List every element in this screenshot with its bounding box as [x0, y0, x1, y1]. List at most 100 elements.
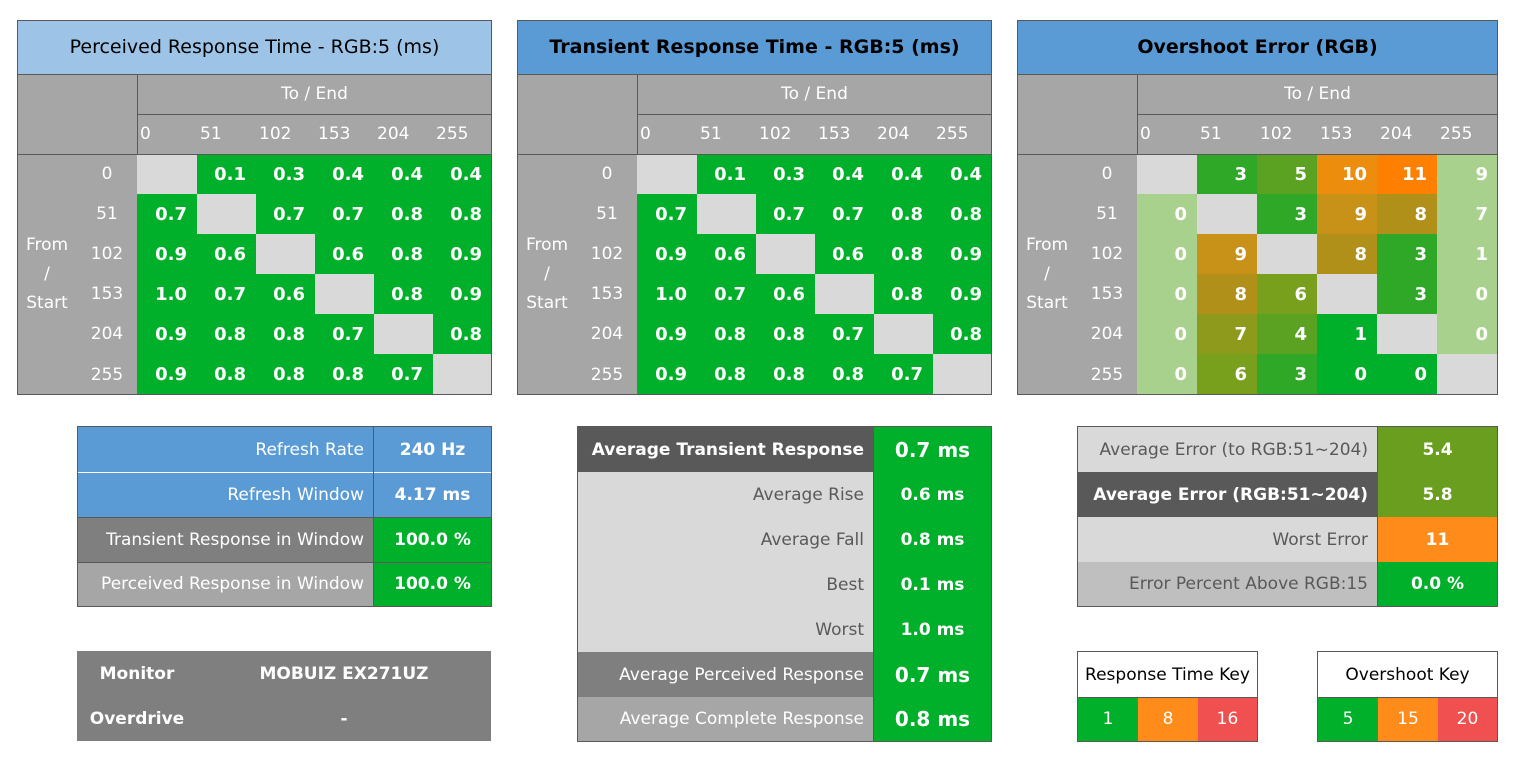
- overshoot-cell-r2-c2: [1257, 234, 1317, 274]
- averages-panel: Average Transient Response 0.7 ms Averag…: [577, 426, 992, 742]
- col-header-51: 51: [697, 114, 756, 154]
- slash-text: /: [544, 264, 550, 284]
- divider: [1137, 74, 1138, 154]
- transient-cell-r0-c0: [637, 154, 697, 194]
- overshoot-cell-r3-c2: 6: [1257, 274, 1317, 314]
- response-key-title: Response Time Key: [1078, 652, 1257, 697]
- overshoot-from-start-label: From / Start: [1017, 154, 1077, 395]
- perceived-cell-r4-c2: 0.8: [256, 314, 315, 354]
- transient-cell-r1-c5: 0.8: [933, 194, 992, 234]
- worst-label: Worst: [578, 607, 874, 652]
- col-header-0: 0: [1137, 114, 1197, 154]
- error-percent-label: Error Percent Above RGB:15: [1078, 562, 1378, 606]
- row-header-255: 255: [77, 354, 137, 395]
- perceived-cell-r0-c1: 0.1: [197, 154, 256, 194]
- perceived-cell-r1-c3: 0.7: [315, 194, 374, 234]
- transient-row-headers: 0 51 102 153 204 255: [577, 154, 637, 395]
- overshoot-cell-r0-c1: 3: [1197, 154, 1257, 194]
- divider: [1078, 697, 1257, 698]
- perceived-cell-r3-c4: 0.8: [374, 274, 433, 314]
- overshoot-cell-r1-c3: 9: [1317, 194, 1377, 234]
- col-header-51: 51: [1197, 114, 1257, 154]
- avg-error-value: 5.8: [1378, 472, 1497, 517]
- transient-cell-r5-c1: 0.8: [697, 354, 756, 395]
- response-key-value-1: 1: [1078, 697, 1138, 741]
- overshoot-key: Overshoot Key 5 15 20: [1317, 651, 1498, 742]
- perceived-cell-r0-c0: [137, 154, 197, 194]
- divider: [517, 74, 992, 75]
- from-text: From: [25, 235, 69, 255]
- col-header-102: 102: [756, 114, 815, 154]
- col-header-153: 153: [815, 114, 874, 154]
- overshoot-cell-r5-c3: 0: [1317, 354, 1377, 395]
- overshoot-cell-r3-c1: 8: [1197, 274, 1257, 314]
- transient-cell-r0-c5: 0.4: [933, 154, 992, 194]
- col-header-153: 153: [1317, 114, 1377, 154]
- transient-cell-r0-c1: 0.1: [697, 154, 756, 194]
- col-header-0: 0: [637, 114, 697, 154]
- transient-cell-r2-c4: 0.8: [874, 234, 933, 274]
- avg-transient-value: 0.7 ms: [874, 427, 991, 472]
- overshoot-cell-r2-c1: 9: [1197, 234, 1257, 274]
- perceived-cell-r0-c3: 0.4: [315, 154, 374, 194]
- transient-in-window-value: 100.0 %: [374, 517, 491, 562]
- col-header-51: 51: [197, 114, 256, 154]
- perceived-row-headers: 0 51 102 153 204 255: [77, 154, 137, 395]
- error-percent-value: 0.0 %: [1378, 562, 1497, 606]
- overshoot-cell-r5-c2: 3: [1257, 354, 1317, 395]
- best-value: 0.1 ms: [874, 562, 991, 607]
- row-header-0: 0: [1077, 154, 1137, 194]
- worst-error-label: Worst Error: [1078, 517, 1378, 562]
- col-header-102: 102: [256, 114, 315, 154]
- overshoot-cell-r4-c3: 1: [1317, 314, 1377, 354]
- overshoot-to-end-label: To / End: [1137, 74, 1498, 114]
- avg-error-to-value: 5.4: [1378, 427, 1497, 472]
- perceived-cell-r3-c1: 0.7: [197, 274, 256, 314]
- overshoot-corner: [1017, 74, 1137, 154]
- refresh-rate-label: Refresh Rate: [78, 427, 374, 472]
- perceived-cell-r2-c2: [256, 234, 315, 274]
- refresh-window-value: 4.17 ms: [374, 472, 491, 517]
- error-summary: Average Error (to RGB:51~204) 5.4 Averag…: [1077, 426, 1498, 607]
- perceived-cell-r4-c4: [374, 314, 433, 354]
- row-header-204: 204: [1077, 314, 1137, 354]
- row-header-102: 102: [1077, 234, 1137, 274]
- overshoot-cell-r1-c2: 3: [1257, 194, 1317, 234]
- start-text: Start: [1026, 293, 1068, 313]
- transient-cell-r2-c1: 0.6: [697, 234, 756, 274]
- row-header-255: 255: [577, 354, 637, 395]
- col-header-102: 102: [1257, 114, 1317, 154]
- row-header-153: 153: [77, 274, 137, 314]
- transient-cell-r3-c1: 0.7: [697, 274, 756, 314]
- perceived-cell-r3-c5: 0.9: [433, 274, 492, 314]
- perceived-cell-r5-c3: 0.8: [315, 354, 374, 395]
- avg-perceived-label: Average Perceived Response: [578, 652, 874, 697]
- col-header-153: 153: [315, 114, 374, 154]
- divider: [17, 74, 492, 75]
- overshoot-cell-r3-c5: 0: [1437, 274, 1498, 314]
- avg-complete-label: Average Complete Response: [578, 697, 874, 741]
- start-text: Start: [526, 293, 568, 313]
- overshoot-cell-r4-c2: 4: [1257, 314, 1317, 354]
- divider: [637, 74, 638, 154]
- response-time-key: Response Time Key 1 8 16: [1077, 651, 1258, 742]
- transient-to-end-label: To / End: [637, 74, 992, 114]
- transient-in-window-label: Transient Response in Window: [78, 517, 374, 562]
- perceived-in-window-value: 100.0 %: [374, 562, 491, 606]
- perceived-cell-r2-c0: 0.9: [137, 234, 197, 274]
- row-header-102: 102: [577, 234, 637, 274]
- perceived-cell-r5-c4: 0.7: [374, 354, 433, 395]
- transient-cell-r3-c2: 0.6: [756, 274, 815, 314]
- overshoot-cell-r0-c0: [1137, 154, 1197, 194]
- overshoot-cell-r4-c5: 0: [1437, 314, 1498, 354]
- perceived-cell-r3-c2: 0.6: [256, 274, 315, 314]
- transient-cell-r5-c3: 0.8: [815, 354, 874, 395]
- perceived-cell-r0-c4: 0.4: [374, 154, 433, 194]
- avg-rise-label: Average Rise: [578, 472, 874, 517]
- transient-cell-r3-c3: [815, 274, 874, 314]
- transient-cell-r5-c2: 0.8: [756, 354, 815, 395]
- avg-rise-value: 0.6 ms: [874, 472, 991, 517]
- transient-cell-r4-c3: 0.7: [815, 314, 874, 354]
- divider: [1377, 427, 1378, 606]
- avg-transient-label: Average Transient Response: [578, 427, 874, 472]
